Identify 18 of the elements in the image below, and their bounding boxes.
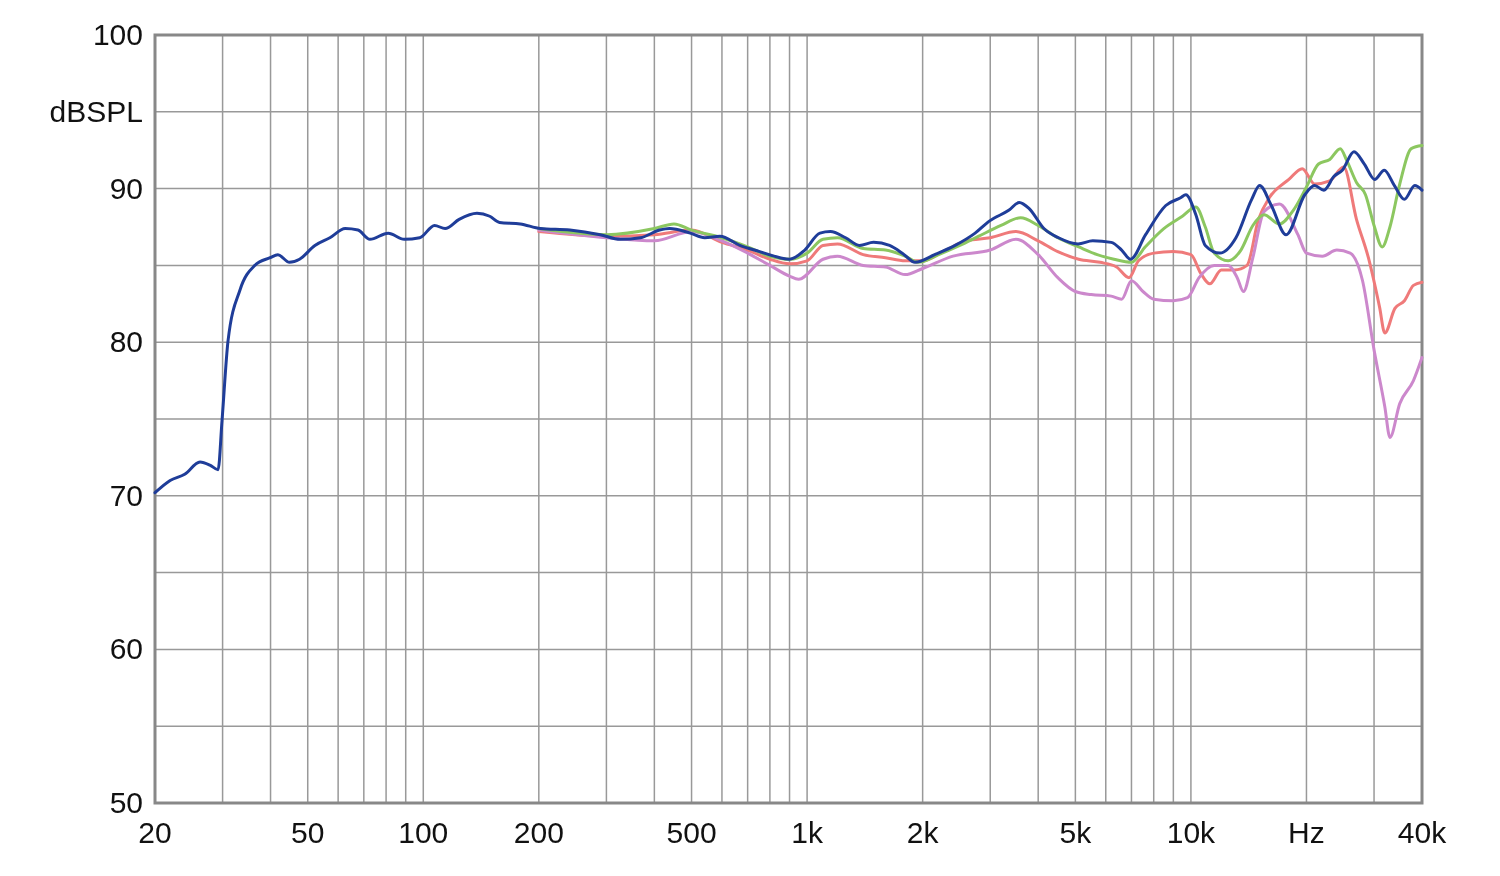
- x-tick-label: 1k: [791, 816, 824, 849]
- x-tick-label: 200: [513, 816, 564, 849]
- x-tick-label: 10k: [1166, 816, 1217, 849]
- x-tick-label: 2k: [906, 816, 940, 849]
- y-tick-label: 80: [109, 325, 143, 359]
- y-tick-label: 70: [109, 478, 143, 512]
- x-tick-label: 50: [291, 816, 325, 849]
- x-tick-label: 5k: [1059, 816, 1093, 849]
- x-tick-label: 500: [666, 816, 717, 849]
- y-axis-title: dBSPL: [49, 95, 143, 128]
- x-tick-label: Hz: [1288, 816, 1325, 849]
- x-tick-label: 20: [138, 816, 172, 849]
- y-tick-label: 60: [109, 632, 143, 666]
- y-tick-label: 50: [109, 786, 143, 819]
- x-tick-label: 100: [398, 816, 449, 849]
- y-tick-label: 100: [92, 18, 143, 51]
- y-tick-label: 90: [109, 171, 143, 205]
- x-tick-label: 40k: [1397, 816, 1448, 849]
